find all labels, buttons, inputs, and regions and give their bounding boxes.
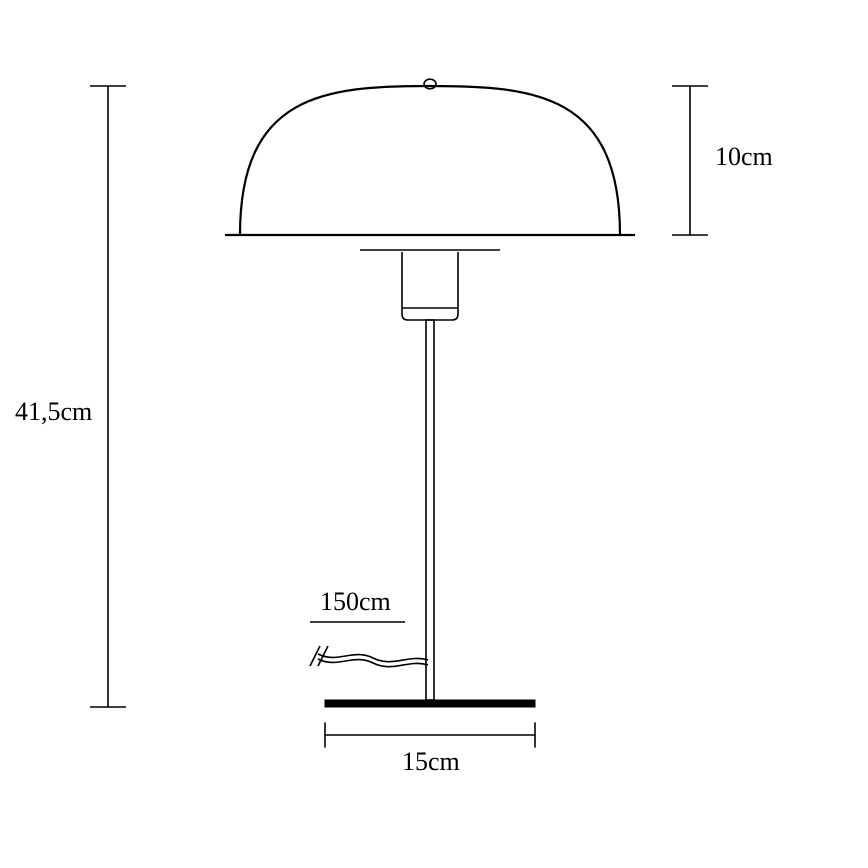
lamp-base bbox=[325, 700, 535, 707]
power-cord-2 bbox=[318, 659, 428, 667]
label-base-width: 15cm bbox=[402, 747, 460, 776]
lamp-knob bbox=[424, 79, 436, 89]
lamp-stem bbox=[426, 320, 434, 700]
cord-cut-2 bbox=[318, 646, 328, 666]
lamp-outline bbox=[225, 79, 635, 707]
label-total-height: 41,5cm bbox=[15, 397, 92, 426]
lamp-dimension-diagram: 41,5cm 10cm 15cm 150cm bbox=[0, 0, 868, 868]
power-cord bbox=[318, 654, 428, 662]
label-cord-length: 150cm bbox=[320, 587, 391, 616]
lamp-socket bbox=[402, 252, 458, 320]
label-shade-height: 10cm bbox=[715, 142, 773, 171]
cord-cut-1 bbox=[310, 646, 320, 666]
lamp-shade bbox=[240, 86, 620, 235]
